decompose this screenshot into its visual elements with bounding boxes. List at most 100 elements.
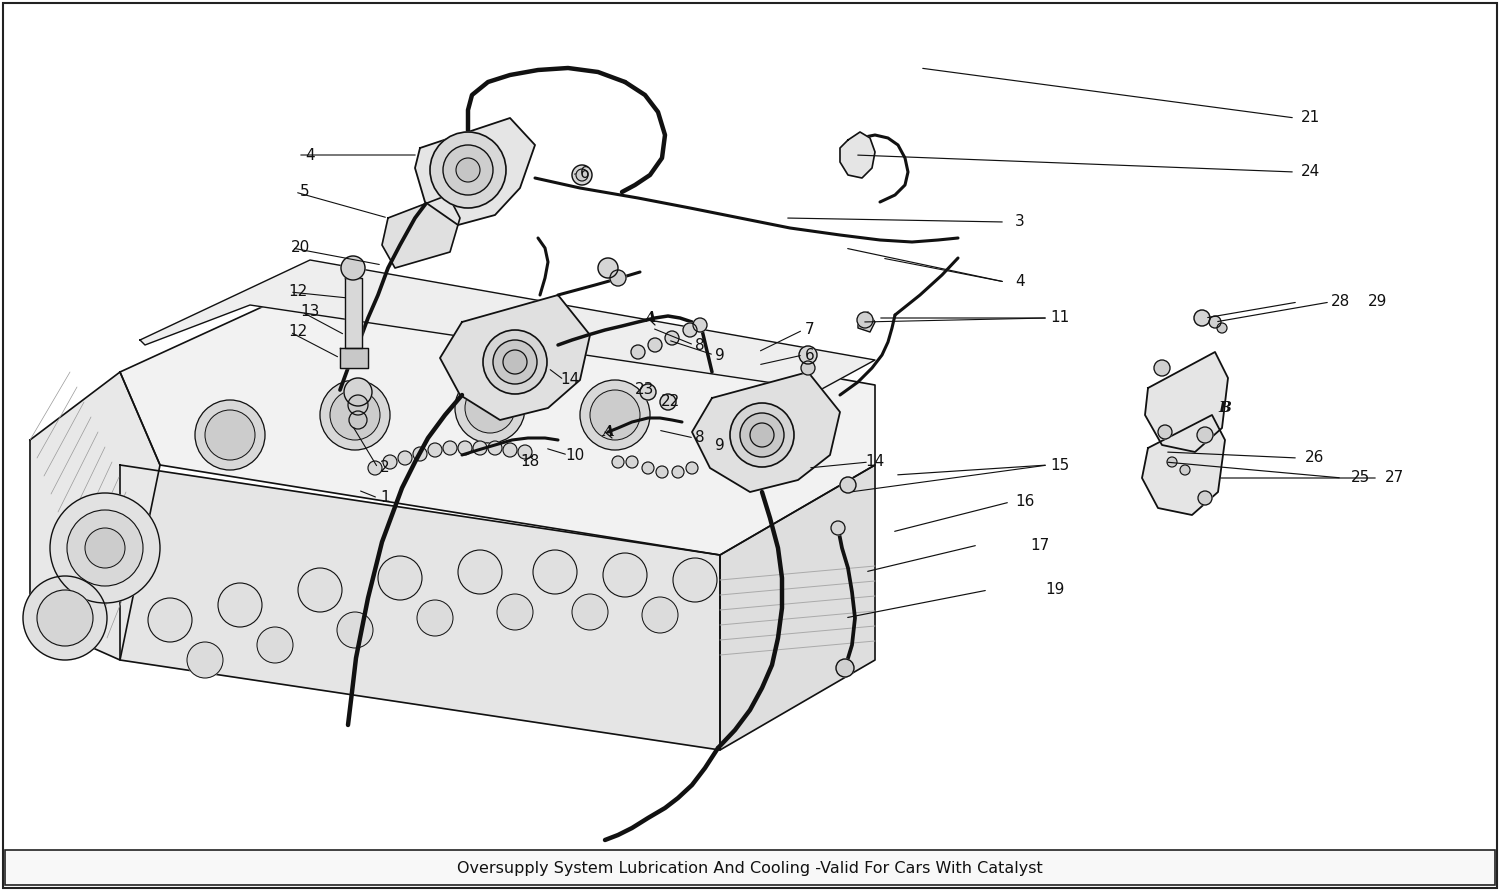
Text: 1: 1	[380, 491, 390, 505]
Text: 4: 4	[304, 148, 315, 162]
Circle shape	[496, 594, 532, 630]
Circle shape	[603, 553, 646, 597]
Text: 12: 12	[288, 324, 308, 339]
Circle shape	[427, 443, 442, 457]
Circle shape	[368, 461, 382, 475]
Circle shape	[590, 390, 640, 440]
Circle shape	[856, 312, 873, 328]
Circle shape	[836, 659, 854, 677]
Circle shape	[398, 451, 412, 465]
Circle shape	[1216, 323, 1227, 333]
Text: 13: 13	[300, 305, 320, 320]
Circle shape	[413, 447, 428, 461]
Circle shape	[1180, 465, 1190, 475]
Circle shape	[1198, 491, 1212, 505]
Circle shape	[465, 383, 514, 433]
Circle shape	[344, 378, 372, 406]
Circle shape	[68, 510, 142, 586]
Text: 27: 27	[1386, 470, 1404, 486]
Circle shape	[148, 598, 192, 642]
Circle shape	[572, 165, 592, 185]
Text: 8: 8	[694, 338, 705, 353]
Text: 7: 7	[806, 323, 814, 338]
Circle shape	[38, 590, 93, 646]
Circle shape	[256, 627, 292, 663]
Circle shape	[642, 597, 678, 633]
Polygon shape	[120, 285, 874, 555]
Circle shape	[456, 158, 480, 182]
Circle shape	[503, 350, 526, 374]
Circle shape	[1154, 360, 1170, 376]
Circle shape	[831, 521, 844, 535]
Circle shape	[660, 394, 676, 410]
Polygon shape	[840, 132, 874, 178]
Text: B: B	[1218, 401, 1231, 415]
Circle shape	[576, 169, 588, 181]
Text: 12: 12	[288, 284, 308, 299]
Circle shape	[417, 600, 453, 636]
Circle shape	[458, 441, 472, 455]
Text: 28: 28	[1330, 295, 1350, 309]
Polygon shape	[720, 465, 874, 750]
Text: 6: 6	[806, 347, 814, 363]
Text: 21: 21	[1300, 110, 1320, 126]
Circle shape	[672, 466, 684, 478]
Text: 24: 24	[1300, 165, 1320, 179]
Text: 16: 16	[1016, 495, 1035, 510]
Circle shape	[298, 568, 342, 612]
Circle shape	[640, 384, 656, 400]
Circle shape	[682, 323, 698, 337]
Circle shape	[206, 410, 255, 460]
Circle shape	[1158, 425, 1172, 439]
Text: 14: 14	[865, 454, 885, 470]
Text: 15: 15	[1050, 457, 1070, 472]
Text: 19: 19	[1046, 583, 1065, 598]
Circle shape	[188, 642, 224, 678]
Polygon shape	[30, 372, 160, 660]
Polygon shape	[120, 465, 720, 750]
Circle shape	[518, 445, 532, 459]
Circle shape	[626, 456, 638, 468]
Circle shape	[664, 331, 680, 345]
Polygon shape	[1144, 352, 1228, 452]
Text: A: A	[644, 311, 656, 325]
Text: A: A	[602, 425, 613, 439]
Circle shape	[598, 258, 618, 278]
Polygon shape	[345, 278, 362, 348]
Circle shape	[740, 413, 784, 457]
Circle shape	[750, 423, 774, 447]
Text: 9: 9	[716, 437, 724, 453]
Circle shape	[1197, 427, 1214, 443]
Circle shape	[610, 270, 626, 286]
Text: 17: 17	[1030, 537, 1050, 552]
Circle shape	[22, 576, 106, 660]
Text: 3: 3	[1016, 215, 1025, 230]
Circle shape	[330, 390, 380, 440]
Circle shape	[656, 466, 668, 478]
Circle shape	[801, 361, 814, 375]
Circle shape	[382, 455, 398, 469]
Circle shape	[350, 411, 368, 429]
Circle shape	[320, 380, 390, 450]
Bar	[4, 850, 1496, 885]
Circle shape	[195, 400, 266, 470]
Circle shape	[674, 558, 717, 602]
Circle shape	[1194, 310, 1210, 326]
Circle shape	[642, 462, 654, 474]
Text: 8: 8	[694, 430, 705, 446]
Text: 9: 9	[716, 347, 724, 363]
Text: Oversupply System Lubrication And Cooling -Valid For Cars With Catalyst: Oversupply System Lubrication And Coolin…	[458, 861, 1042, 876]
Circle shape	[730, 403, 794, 467]
Circle shape	[458, 550, 503, 594]
Circle shape	[632, 345, 645, 359]
Text: 23: 23	[636, 382, 654, 397]
Circle shape	[488, 441, 502, 455]
Text: 4: 4	[1016, 274, 1025, 290]
Circle shape	[442, 145, 494, 195]
Circle shape	[348, 395, 368, 415]
Circle shape	[217, 583, 262, 627]
Polygon shape	[340, 348, 368, 368]
Circle shape	[378, 556, 422, 600]
Text: 5: 5	[300, 184, 310, 200]
Circle shape	[693, 318, 706, 332]
